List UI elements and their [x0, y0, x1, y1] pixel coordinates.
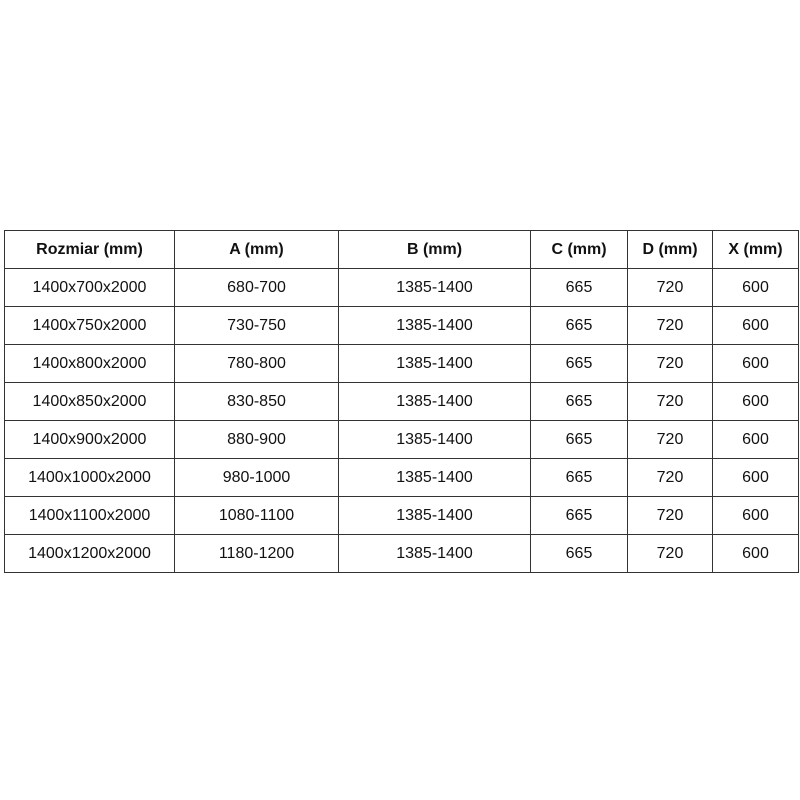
table-cell: 665	[530, 534, 628, 573]
table-cell: 600	[712, 496, 799, 535]
table-cell: 665	[530, 268, 628, 307]
column-header: X (mm)	[712, 230, 799, 269]
table-cell: 1385-1400	[338, 496, 531, 535]
column-header: C (mm)	[530, 230, 628, 269]
table-cell: 600	[712, 306, 799, 345]
header-row: Rozmiar (mm) A (mm) B (mm) C (mm) D (mm) X (m…	[4, 230, 799, 269]
table-cell: 1385-1400	[338, 268, 531, 307]
table-cell: 665	[530, 496, 628, 535]
table-cell: 720	[627, 496, 713, 535]
table-cell: 665	[530, 306, 628, 345]
table-cell: 665	[530, 458, 628, 497]
table-cell: 600	[712, 344, 799, 383]
table-cell: 1385-1400	[338, 420, 531, 459]
table-cell: 665	[530, 382, 628, 421]
table-cell: 720	[627, 458, 713, 497]
column-header: Rozmiar (mm)	[4, 230, 175, 269]
table-cell: 1400x1200x2000	[4, 534, 175, 573]
table-cell: 1385-1400	[338, 458, 531, 497]
table-cell: 1400x700x2000	[4, 268, 175, 307]
table-cell: 600	[712, 458, 799, 497]
table-cell: 665	[530, 344, 628, 383]
table-cell: 720	[627, 534, 713, 573]
table-cell: 720	[627, 268, 713, 307]
table-cell: 980-1000	[174, 458, 339, 497]
table-row: 1400x800x2000 780-800 1385-1400 665 720 600	[4, 344, 799, 383]
table-row: 1400x900x2000 880-900 1385-1400 665 720 600	[4, 420, 799, 459]
table-cell: 880-900	[174, 420, 339, 459]
table-cell: 1180-1200	[174, 534, 339, 573]
table-cell: 720	[627, 420, 713, 459]
dimensions-table: Rozmiar (mm) A (mm) B (mm) C (mm) D (mm) X (m…	[4, 230, 799, 573]
column-header: B (mm)	[338, 230, 531, 269]
table-cell: 1400x1100x2000	[4, 496, 175, 535]
table-cell: 665	[530, 420, 628, 459]
table-row: 1400x1000x2000 980-1000 1385-1400 665 720 600	[4, 458, 799, 497]
table-cell: 1400x750x2000	[4, 306, 175, 345]
table-row: 1400x1100x2000 1080-1100 1385-1400 665 720 60…	[4, 496, 799, 535]
table-cell: 600	[712, 268, 799, 307]
table-cell: 600	[712, 382, 799, 421]
table-cell: 1385-1400	[338, 306, 531, 345]
table-cell: 780-800	[174, 344, 339, 383]
table-cell: 1385-1400	[338, 344, 531, 383]
table-cell: 600	[712, 534, 799, 573]
table-cell: 1400x900x2000	[4, 420, 175, 459]
table-cell: 830-850	[174, 382, 339, 421]
table-row: 1400x750x2000 730-750 1385-1400 665 720 600	[4, 306, 799, 345]
table-cell: 1385-1400	[338, 382, 531, 421]
table-cell: 720	[627, 306, 713, 345]
table-row: 1400x850x2000 830-850 1385-1400 665 720 600	[4, 382, 799, 421]
table-cell: 600	[712, 420, 799, 459]
table-cell: 1385-1400	[338, 534, 531, 573]
table-cell: 720	[627, 344, 713, 383]
table-cell: 730-750	[174, 306, 339, 345]
table-cell: 1080-1100	[174, 496, 339, 535]
table-row: 1400x1200x2000 1180-1200 1385-1400 665 720 60…	[4, 534, 799, 573]
table-cell: 720	[627, 382, 713, 421]
table-cell: 1400x850x2000	[4, 382, 175, 421]
column-header: D (mm)	[627, 230, 713, 269]
table-cell: 1400x1000x2000	[4, 458, 175, 497]
column-header: A (mm)	[174, 230, 339, 269]
table-cell: 680-700	[174, 268, 339, 307]
table-cell: 1400x800x2000	[4, 344, 175, 383]
table-row: 1400x700x2000 680-700 1385-1400 665 720 600	[4, 268, 799, 307]
